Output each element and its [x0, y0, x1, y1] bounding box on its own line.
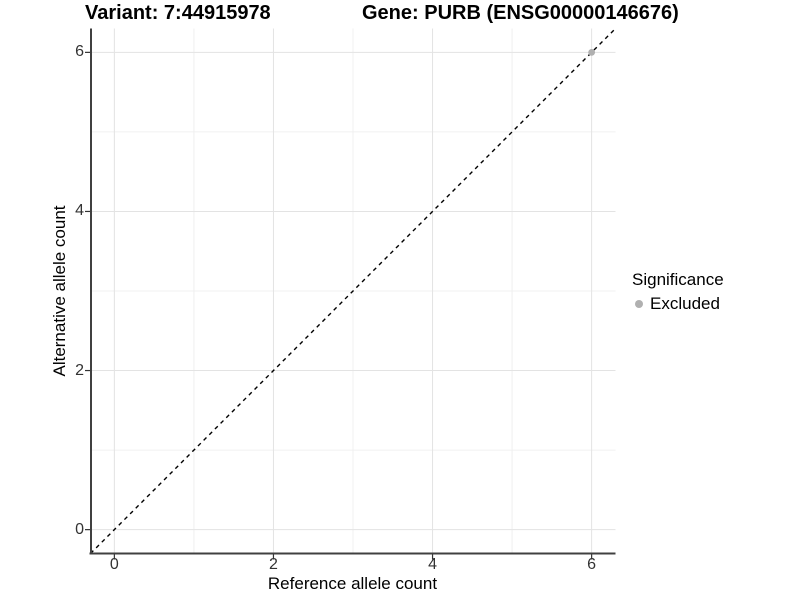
x-tick-label: 2	[269, 556, 278, 573]
y-tick-label: 0	[75, 520, 84, 538]
identity-line	[90, 28, 616, 554]
x-tick-label: 4	[428, 556, 437, 573]
x-axis-title: Reference allele count	[267, 574, 438, 593]
gray-dot-icon	[635, 300, 643, 308]
x-tick-label: 6	[587, 556, 597, 573]
legend-item-label: Excluded	[650, 294, 720, 313]
legend-title: Significance	[632, 270, 724, 289]
variant-title: Variant: 7:44915978	[85, 2, 271, 24]
legend-item-excluded: Excluded	[632, 294, 724, 314]
data-point-excluded	[588, 48, 596, 56]
y-tick-label: 6	[75, 43, 84, 61]
y-tick-label: 2	[75, 361, 84, 379]
y-axis-title: Alternative allele count	[50, 205, 69, 377]
legend: Significance Excluded	[632, 270, 724, 314]
y-tick-label: 4	[75, 202, 84, 220]
x-tick-label: 0	[109, 556, 119, 573]
gene-title: Gene: PURB (ENSG00000146676)	[362, 2, 679, 24]
